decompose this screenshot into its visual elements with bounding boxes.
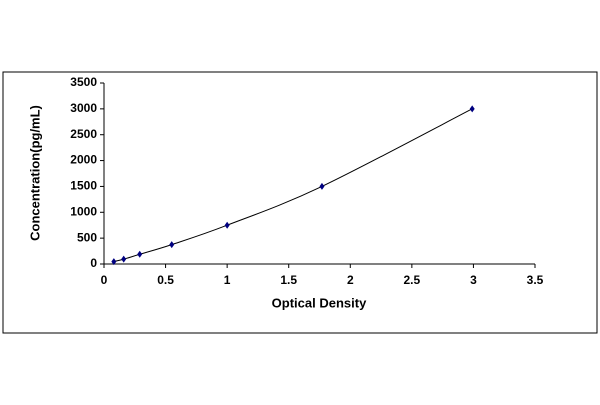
x-tick-label: 0.5 (157, 273, 174, 287)
y-tick-label: 1000 (70, 204, 97, 218)
data-point (137, 250, 143, 258)
y-tick-label: 3500 (70, 75, 97, 89)
x-tick-label: 3 (470, 273, 477, 287)
chart-frame (2, 71, 598, 334)
data-point (319, 182, 325, 190)
data-point (469, 105, 475, 113)
x-tick-label: 1.5 (280, 273, 297, 287)
y-axis-label: Concentration(pg/mL) (27, 105, 42, 241)
y-tick-label: 2500 (70, 127, 97, 141)
x-tick-label: 1 (224, 273, 231, 287)
x-tick-label: 0 (101, 273, 108, 287)
y-tick-label: 500 (77, 230, 97, 244)
y-tick-label: 2000 (70, 153, 97, 167)
y-tick-label: 1500 (70, 179, 97, 193)
data-point (169, 241, 175, 249)
data-point (121, 255, 127, 263)
x-tick-label: 2.5 (404, 273, 421, 287)
data-point (111, 258, 117, 266)
y-tick-label: 0 (90, 256, 97, 270)
fit-curve (113, 108, 473, 263)
x-axis-label: Optical Density (272, 295, 367, 310)
x-tick-label: 2 (347, 273, 354, 287)
x-tick-label: 3.5 (527, 273, 544, 287)
y-tick-label: 3000 (70, 101, 97, 115)
data-point (224, 221, 230, 229)
